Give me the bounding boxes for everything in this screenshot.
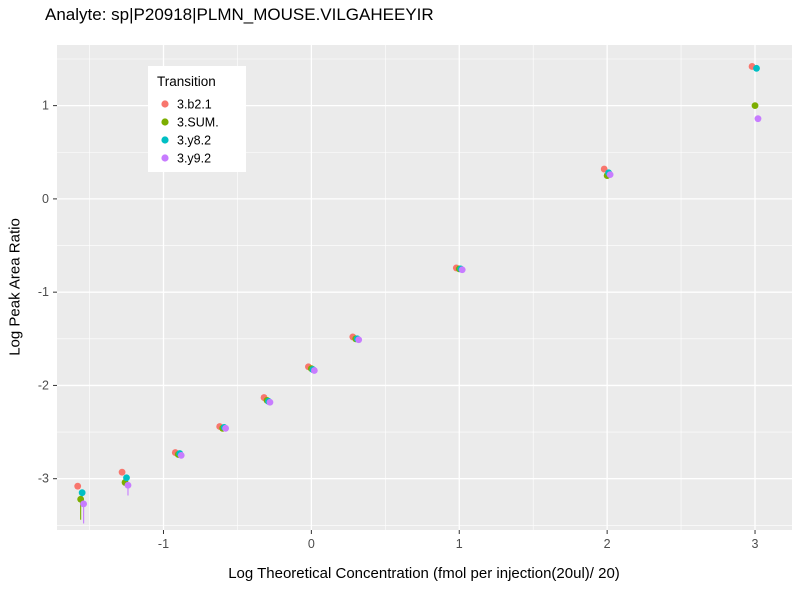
chart-title: Analyte: sp|P20918|PLMN_MOUSE.VILGAHEEYI… xyxy=(45,5,434,24)
data-point-3.y9.2 xyxy=(124,481,132,489)
data-point-3.y9.2 xyxy=(310,367,318,374)
legend-key-3.y9.2 xyxy=(161,154,169,162)
y-tick-label: -1 xyxy=(38,285,49,299)
legend-label: 3.SUM. xyxy=(177,116,219,130)
legend-key-3.b2.1 xyxy=(161,100,169,108)
data-point-3.y9.2 xyxy=(80,500,88,508)
x-tick-label: 2 xyxy=(604,537,611,551)
data-point-3.y9.2 xyxy=(355,336,363,344)
y-tick-label: -3 xyxy=(38,472,49,486)
x-tick-label: 3 xyxy=(752,537,759,551)
legend-title: Transition xyxy=(157,74,216,89)
legend-label: 3.y9.2 xyxy=(177,152,211,166)
data-point-3.y9.2 xyxy=(754,115,762,123)
x-tick-label: -1 xyxy=(158,537,169,551)
y-tick-label: 0 xyxy=(42,192,49,206)
y-tick-label: -2 xyxy=(38,378,49,392)
data-point-3.y8.2 xyxy=(753,64,760,72)
data-point-3.b2.1 xyxy=(600,165,608,173)
x-tick-label: 1 xyxy=(456,537,463,551)
legend-label: 3.b2.1 xyxy=(177,98,212,112)
data-point-3.y9.2 xyxy=(177,451,185,459)
data-point-3.SUM. xyxy=(751,102,759,110)
data-point-3.y8.2 xyxy=(78,489,86,497)
data-point-3.b2.1 xyxy=(118,468,126,476)
data-point-3.b2.1 xyxy=(74,482,82,490)
x-axis-label: Log Theoretical Concentration (fmol per … xyxy=(228,565,620,582)
data-point-3.y8.2 xyxy=(123,474,130,482)
data-point-3.y9.2 xyxy=(606,171,614,179)
data-point-3.y9.2 xyxy=(458,266,466,274)
data-point-3.y9.2 xyxy=(222,424,229,432)
y-tick-label: 1 xyxy=(42,99,49,113)
legend-label: 3.y8.2 xyxy=(177,134,211,148)
data-point-3.y9.2 xyxy=(266,398,274,406)
legend-key-3.SUM. xyxy=(161,118,169,126)
legend-key-3.y8.2 xyxy=(161,136,169,144)
x-tick-label: 0 xyxy=(308,537,315,551)
